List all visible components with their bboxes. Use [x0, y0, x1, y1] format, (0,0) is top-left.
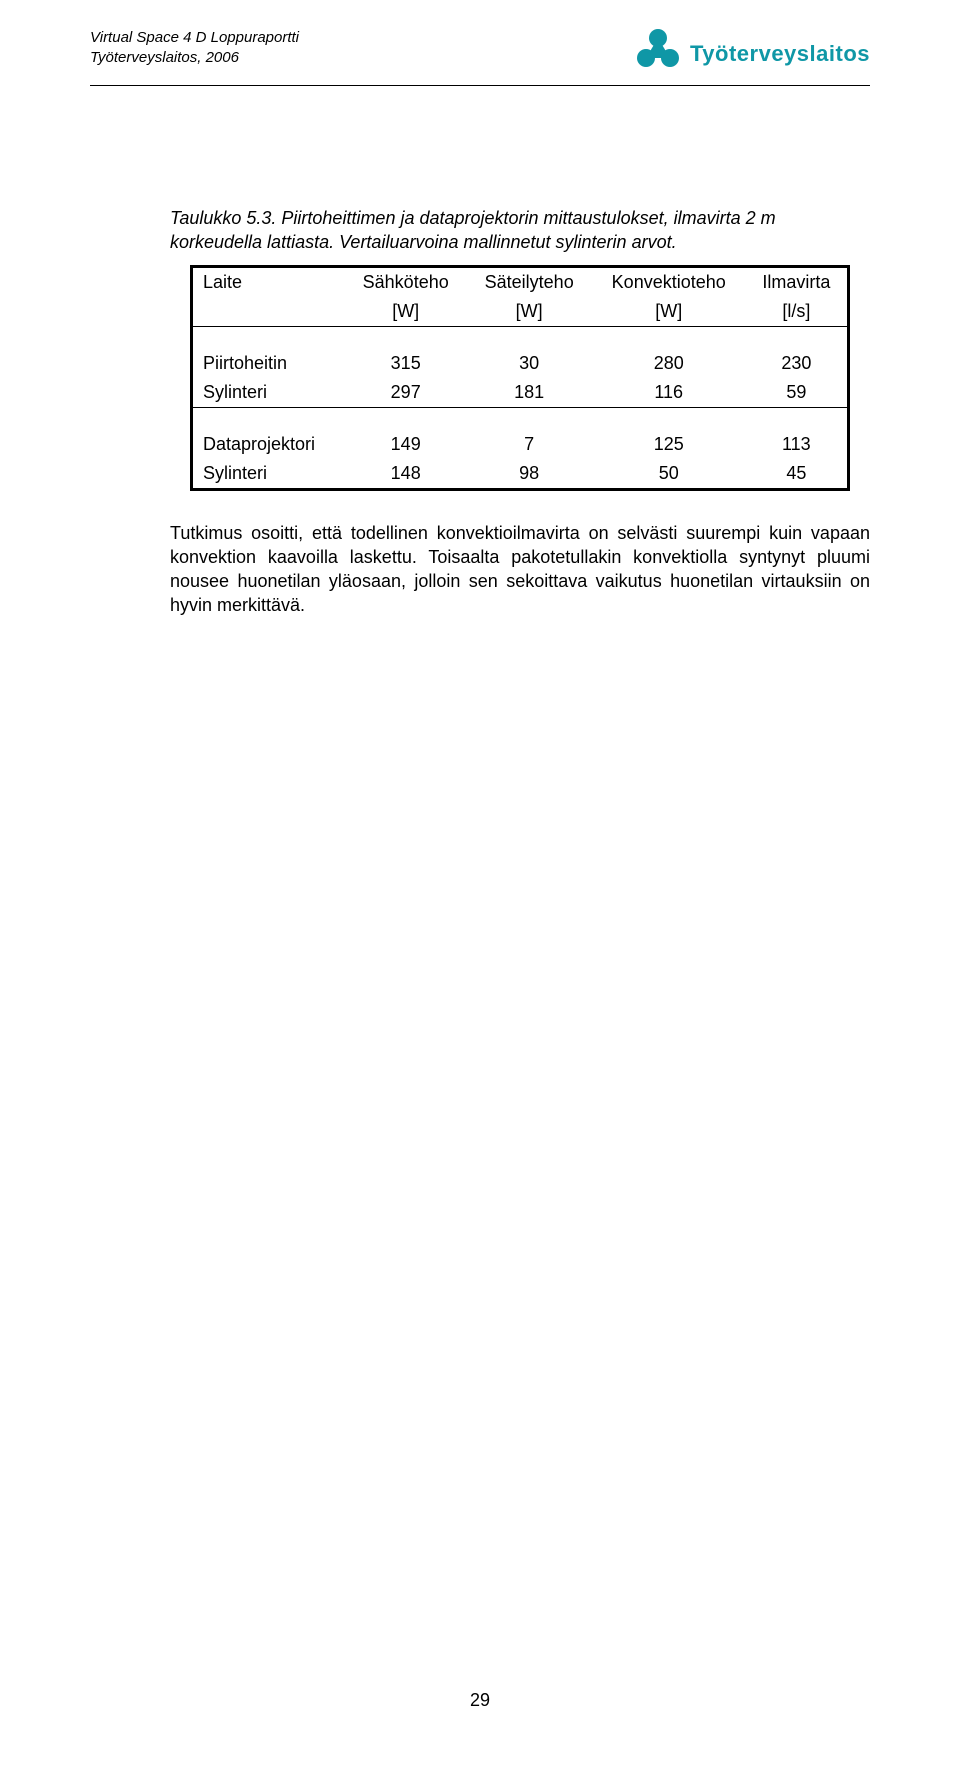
col-unit: [W] — [467, 297, 592, 327]
header-divider — [90, 85, 870, 86]
col-unit — [192, 297, 345, 327]
col-header: Sähköteho — [345, 266, 467, 297]
body-paragraph: Tutkimus osoitti, että todellinen konvek… — [170, 521, 870, 618]
row-label: Dataprojektori — [192, 430, 345, 459]
data-table: Laite Sähköteho Säteilyteho Konvektioteh… — [190, 265, 850, 491]
logo-icon — [634, 28, 682, 79]
cell: 59 — [746, 378, 849, 408]
row-label: Sylinteri — [192, 378, 345, 408]
cell: 30 — [467, 349, 592, 378]
table-row: Sylinteri 297 181 116 59 — [192, 378, 849, 408]
logo: Työterveyslaitos — [634, 28, 870, 79]
cell: 148 — [345, 459, 467, 490]
cell: 230 — [746, 349, 849, 378]
content: Taulukko 5.3. Piirtoheittimen ja datapro… — [170, 206, 870, 618]
table-header-row-2: [W] [W] [W] [l/s] — [192, 297, 849, 327]
cell: 98 — [467, 459, 592, 490]
page-number: 29 — [0, 1690, 960, 1711]
cell: 297 — [345, 378, 467, 408]
spacer-row — [192, 407, 849, 430]
row-label: Sylinteri — [192, 459, 345, 490]
logo-text: Työterveyslaitos — [690, 41, 870, 67]
col-header: Ilmavirta — [746, 266, 849, 297]
cell: 116 — [592, 378, 746, 408]
table-caption: Taulukko 5.3. Piirtoheittimen ja datapro… — [170, 206, 870, 255]
col-header: Laite — [192, 266, 345, 297]
table-row: Piirtoheitin 315 30 280 230 — [192, 349, 849, 378]
page-header: Virtual Space 4 D Loppuraportti Työterve… — [90, 28, 870, 79]
table-header-row-1: Laite Sähköteho Säteilyteho Konvektioteh… — [192, 266, 849, 297]
col-unit: [l/s] — [746, 297, 849, 327]
cell: 50 — [592, 459, 746, 490]
header-line2: Työterveyslaitos, 2006 — [90, 48, 299, 68]
cell: 280 — [592, 349, 746, 378]
col-unit: [W] — [345, 297, 467, 327]
table-row: Sylinteri 148 98 50 45 — [192, 459, 849, 490]
col-unit: [W] — [592, 297, 746, 327]
row-label: Piirtoheitin — [192, 349, 345, 378]
header-left: Virtual Space 4 D Loppuraportti Työterve… — [90, 28, 299, 69]
cell: 45 — [746, 459, 849, 490]
header-line1: Virtual Space 4 D Loppuraportti — [90, 28, 299, 48]
cell: 315 — [345, 349, 467, 378]
table-row: Dataprojektori 149 7 125 113 — [192, 430, 849, 459]
cell: 181 — [467, 378, 592, 408]
cell: 149 — [345, 430, 467, 459]
cell: 7 — [467, 430, 592, 459]
page: Virtual Space 4 D Loppuraportti Työterve… — [0, 0, 960, 1766]
col-header: Konvektioteho — [592, 266, 746, 297]
cell: 113 — [746, 430, 849, 459]
cell: 125 — [592, 430, 746, 459]
spacer-row — [192, 326, 849, 349]
col-header: Säteilyteho — [467, 266, 592, 297]
